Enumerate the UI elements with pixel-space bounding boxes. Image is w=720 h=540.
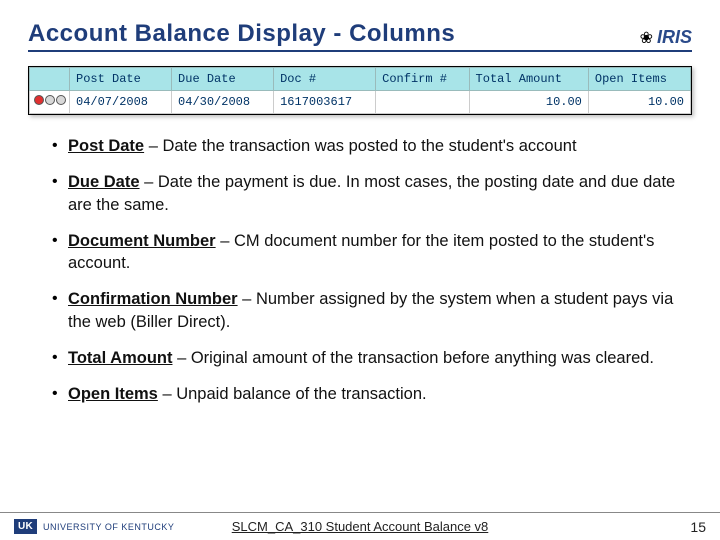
cell-total: 10.00 [469, 91, 588, 114]
uk-badge: UK [14, 519, 37, 534]
cell-open: 10.00 [588, 91, 690, 114]
term: Confirmation Number [68, 290, 238, 308]
iris-logo: ❀ IRIS [640, 27, 692, 48]
list-item: Confirmation Number – Number assigned by… [52, 288, 692, 333]
uk-org: UNIVERSITY OF KENTUCKY [43, 522, 174, 532]
status-icon [30, 91, 70, 114]
status-dot-red [34, 95, 44, 105]
cell-due-date: 04/30/2008 [172, 91, 274, 114]
status-dot-grey [56, 95, 66, 105]
term: Open Items [68, 385, 158, 403]
flower-icon: ❀ [640, 28, 653, 48]
logo-text: IRIS [657, 27, 692, 48]
list-item: Open Items – Unpaid balance of the trans… [52, 383, 692, 405]
col-confirm: Confirm # [376, 68, 469, 91]
col-doc: Doc # [274, 68, 376, 91]
list-item: Due Date – Date the payment is due. In m… [52, 171, 692, 216]
list-item: Document Number – CM document number for… [52, 230, 692, 275]
desc: – Date the transaction was posted to the… [144, 137, 576, 155]
cell-confirm [376, 91, 469, 114]
cell-doc: 1617003617 [274, 91, 376, 114]
term: Document Number [68, 232, 216, 250]
page-number: 15 [690, 519, 706, 535]
term: Total Amount [68, 349, 172, 367]
desc: – Unpaid balance of the transaction. [158, 385, 427, 403]
status-dot-grey [45, 95, 55, 105]
col-due-date: Due Date [172, 68, 274, 91]
columns-table: Post Date Due Date Doc # Confirm # Total… [28, 66, 692, 115]
list-item: Total Amount – Original amount of the tr… [52, 347, 692, 369]
term: Post Date [68, 137, 144, 155]
term: Due Date [68, 173, 140, 191]
footer-left: UK UNIVERSITY OF KENTUCKY [14, 519, 174, 534]
desc: – Original amount of the transaction bef… [172, 349, 654, 367]
desc: – Date the payment is due. In most cases… [68, 173, 675, 213]
col-status [30, 68, 70, 91]
bullet-list: Post Date – Date the transaction was pos… [28, 135, 692, 405]
cell-post-date: 04/07/2008 [70, 91, 172, 114]
footer: UK UNIVERSITY OF KENTUCKY SLCM_CA_310 St… [0, 512, 720, 540]
footer-center: SLCM_CA_310 Student Account Balance v8 [232, 519, 489, 534]
page-title: Account Balance Display - Columns [28, 20, 455, 48]
title-row: Account Balance Display - Columns ❀ IRIS [28, 20, 692, 52]
col-total: Total Amount [469, 68, 588, 91]
table-row: 04/07/2008 04/30/2008 1617003617 10.00 1… [30, 91, 691, 114]
list-item: Post Date – Date the transaction was pos… [52, 135, 692, 157]
col-post-date: Post Date [70, 68, 172, 91]
col-open: Open Items [588, 68, 690, 91]
table-header-row: Post Date Due Date Doc # Confirm # Total… [30, 68, 691, 91]
